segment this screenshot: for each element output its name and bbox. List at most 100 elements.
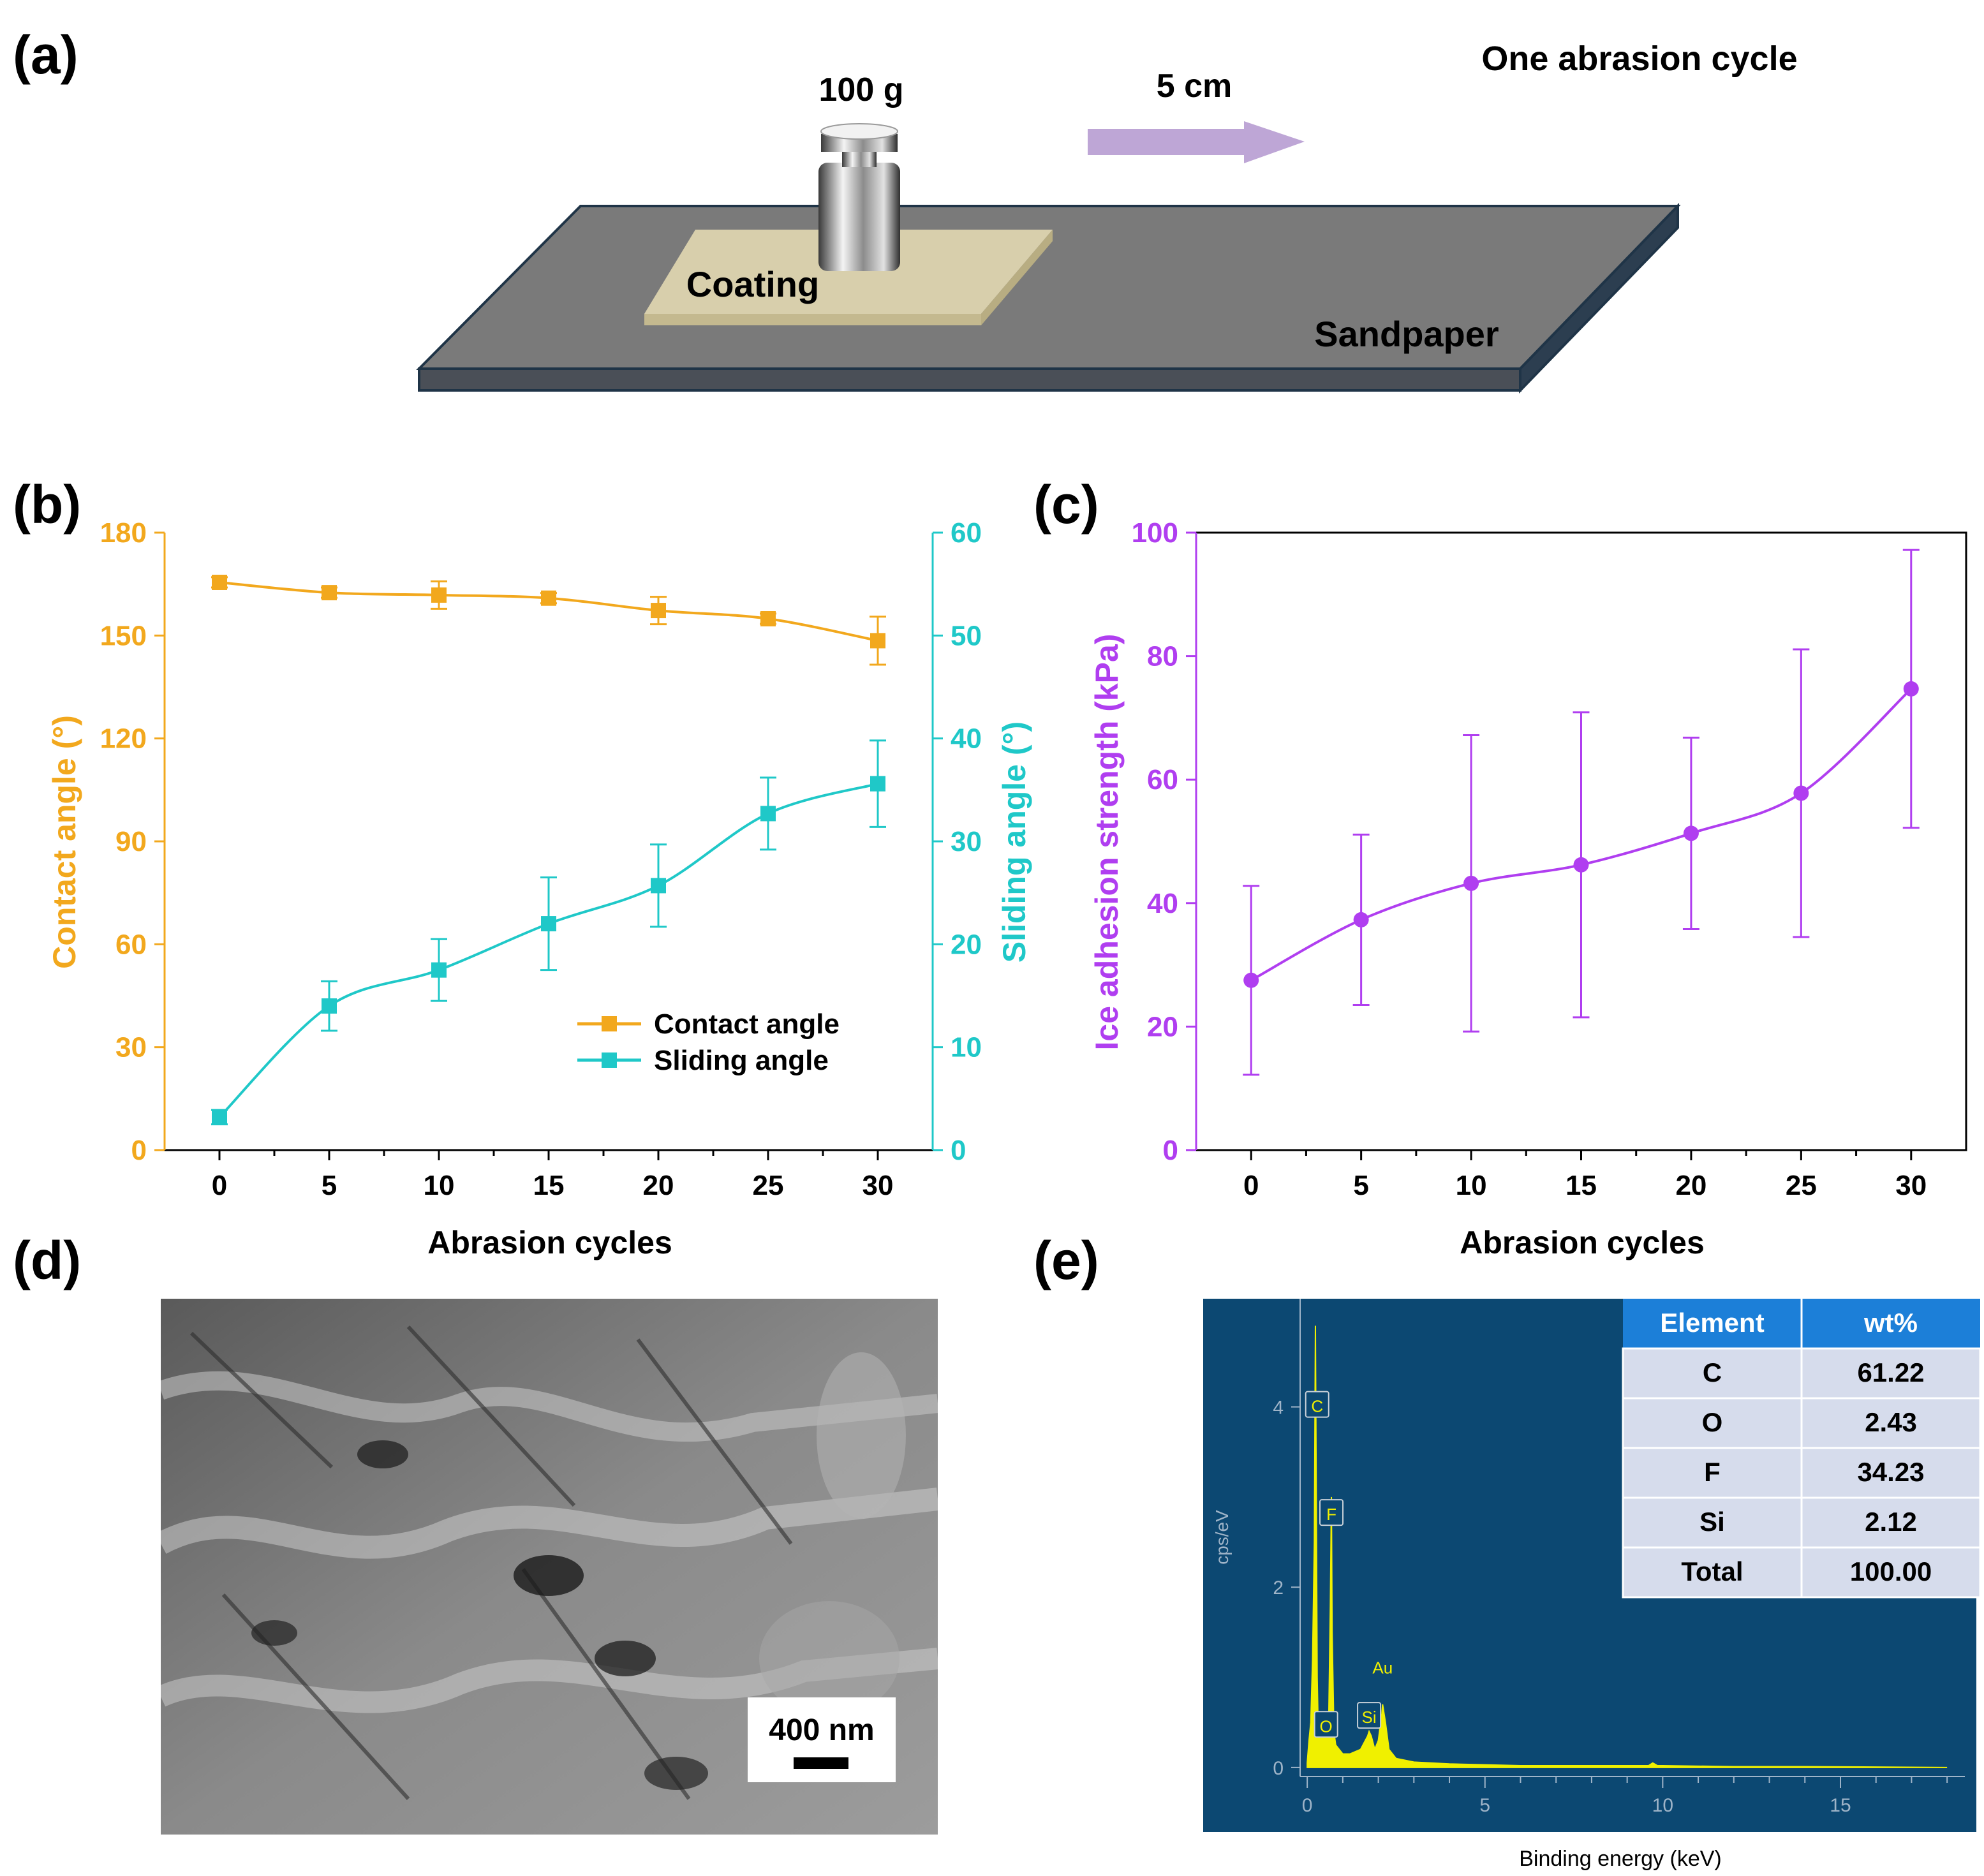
chart-b-x-tick-label: 5	[322, 1170, 337, 1201]
chart-e-table-header: Element	[1660, 1308, 1764, 1338]
chart-c-x-tick-label: 30	[1895, 1170, 1927, 1201]
chart-b-left-tick-label: 60	[115, 929, 147, 960]
chart-b-marker	[760, 610, 776, 626]
chart-c-y-tick-label: 0	[1163, 1135, 1178, 1166]
chart-b-marker	[760, 806, 776, 822]
chart-c-x-tick-label: 5	[1353, 1170, 1368, 1201]
weight-icon	[818, 123, 900, 271]
chart-b-x-tick-label: 20	[643, 1170, 674, 1201]
chart-c-marker	[1903, 681, 1919, 697]
chart-e-peak-label: O	[1320, 1717, 1333, 1736]
chart-c-x-tick-label: 15	[1566, 1170, 1597, 1201]
chart-e-y-tick-label: 2	[1273, 1577, 1284, 1599]
chart-e-x-tick-label: 10	[1652, 1795, 1673, 1816]
ice-adhesion-chart: 0 5 10 15 20 25 30 0 20 40 60 80 100 Abrasion cycles I…	[1089, 517, 1967, 1260]
chart-b-marker	[322, 998, 337, 1014]
chart-e-table-cell: 34.23	[1857, 1457, 1924, 1487]
chart-b-x-tick-label: 10	[424, 1170, 455, 1201]
chart-e-peak-label-box	[1319, 1499, 1344, 1526]
chart-b-marker	[431, 587, 447, 603]
chart-c-marker	[1573, 857, 1589, 873]
chart-b-right-tick-label: 60	[951, 517, 982, 549]
chart-b-left-tick-label: 180	[100, 517, 147, 549]
chart-e-y-tick-label: 4	[1273, 1398, 1284, 1419]
direction-arrow-icon	[1088, 121, 1305, 163]
sandpaper-label: Sandpaper	[1314, 314, 1499, 354]
chart-e-x-tick-label: 15	[1830, 1795, 1851, 1816]
panel-label-c: (c)	[1033, 475, 1099, 535]
chart-b-x-tick-label: 0	[212, 1170, 227, 1201]
chart-b-marker	[651, 878, 666, 894]
chart-e-table-cell: Total	[1681, 1556, 1743, 1586]
chart-b-marker	[322, 585, 337, 601]
chart-b-right-tick-label: 10	[951, 1032, 982, 1063]
chart-b-right-tick-label: 30	[951, 826, 982, 857]
chart-c-marker	[1353, 912, 1369, 927]
chart-e-peak-label-box	[1314, 1711, 1338, 1738]
chart-c-x-tick-label: 0	[1243, 1170, 1259, 1201]
chart-e-table-cell: Si	[1699, 1507, 1725, 1537]
chart-e-table-cell: O	[1702, 1407, 1723, 1437]
abrasion-schematic: 100 g 5 cm One abrasion cycle Coating Sa…	[416, 40, 1798, 394]
chart-b-marker	[870, 633, 885, 649]
chart-c-y-tick-label: 60	[1147, 764, 1178, 795]
chart-e-table-cell: 61.22	[1857, 1357, 1924, 1387]
coating-label: Coating	[686, 264, 819, 304]
chart-b-x-tick-label: 25	[753, 1170, 784, 1201]
panel-label-d: (d)	[13, 1230, 81, 1290]
chart-b-left-axis-label: Contact angle (°)	[47, 715, 82, 969]
chart-e-y-tick-label: 0	[1273, 1758, 1284, 1779]
chart-b-right-tick-label: 50	[951, 620, 982, 651]
chart-e-table-cell: 100.00	[1850, 1556, 1932, 1586]
chart-e-peak-label: C	[1311, 1397, 1323, 1416]
chart-e-spectrum	[1307, 1326, 1948, 1768]
chart-e-peak-label-box	[1357, 1702, 1382, 1729]
chart-b-left-tick-label: 90	[115, 826, 147, 857]
contact-sliding-angle-chart: Contact angle Sliding angle 0 5 10 15 20 25 30…	[47, 517, 1032, 1260]
chart-b-marker	[651, 603, 666, 619]
coating-side-edge	[981, 230, 1053, 325]
chart-b-marker	[541, 916, 556, 932]
chart-b-marker	[431, 962, 447, 978]
chart-c-marker	[1793, 785, 1809, 801]
chart-e-y-axis-label: cps/eV	[1212, 1510, 1232, 1565]
panel-label-e: (e)	[1033, 1230, 1099, 1290]
chart-e-table-header: wt%	[1863, 1308, 1918, 1338]
sem-texture	[161, 1325, 938, 1801]
chart-c-y-tick-label: 100	[1132, 517, 1178, 549]
chart-c-y-tick-label: 80	[1147, 641, 1178, 672]
chart-e-table-cell: F	[1704, 1457, 1721, 1487]
panel-label-b: (b)	[13, 475, 81, 535]
chart-e-x-tick-label: 0	[1302, 1795, 1313, 1816]
chart-b-left-tick-label: 30	[115, 1032, 147, 1063]
chart-c-marker	[1683, 825, 1699, 841]
scale-bar	[794, 1757, 848, 1769]
coating-top	[644, 230, 1053, 314]
chart-c-y-axis-label: Ice adhesion strength (kPa)	[1089, 634, 1125, 1051]
chart-b-right-tick-label: 20	[951, 929, 982, 960]
legend-marker-sliding	[602, 1052, 617, 1068]
chart-b-marker	[212, 1109, 227, 1125]
chart-c-x-axis-label: Abrasion cycles	[1460, 1225, 1705, 1260]
chart-b-marker	[541, 590, 556, 606]
chart-c-y-tick-label: 40	[1147, 888, 1178, 919]
legend-label-sliding: Sliding angle	[654, 1045, 829, 1076]
chart-b-legend: Contact angle Sliding angle	[577, 1008, 840, 1076]
chart-c-marker	[1463, 875, 1479, 891]
chart-b-x-tick-label: 15	[533, 1170, 565, 1201]
scale-bar-label: 400 nm	[769, 1713, 874, 1747]
chart-c-x-tick-label: 20	[1675, 1170, 1706, 1201]
chart-b-left-tick-label: 0	[131, 1135, 147, 1166]
chart-b-right-tick-label: 40	[951, 723, 982, 755]
legend-label-contact: Contact angle	[654, 1008, 840, 1040]
coating-front-edge	[644, 314, 981, 325]
sandpaper-side-edge	[1519, 203, 1679, 394]
weight-label: 100 g	[819, 71, 904, 108]
chart-c-x-tick-label: 25	[1786, 1170, 1817, 1201]
panel-label-a: (a)	[13, 25, 78, 85]
chart-b-right-tick-label: 0	[951, 1135, 966, 1166]
chart-e-peak-label-box	[1305, 1391, 1329, 1418]
